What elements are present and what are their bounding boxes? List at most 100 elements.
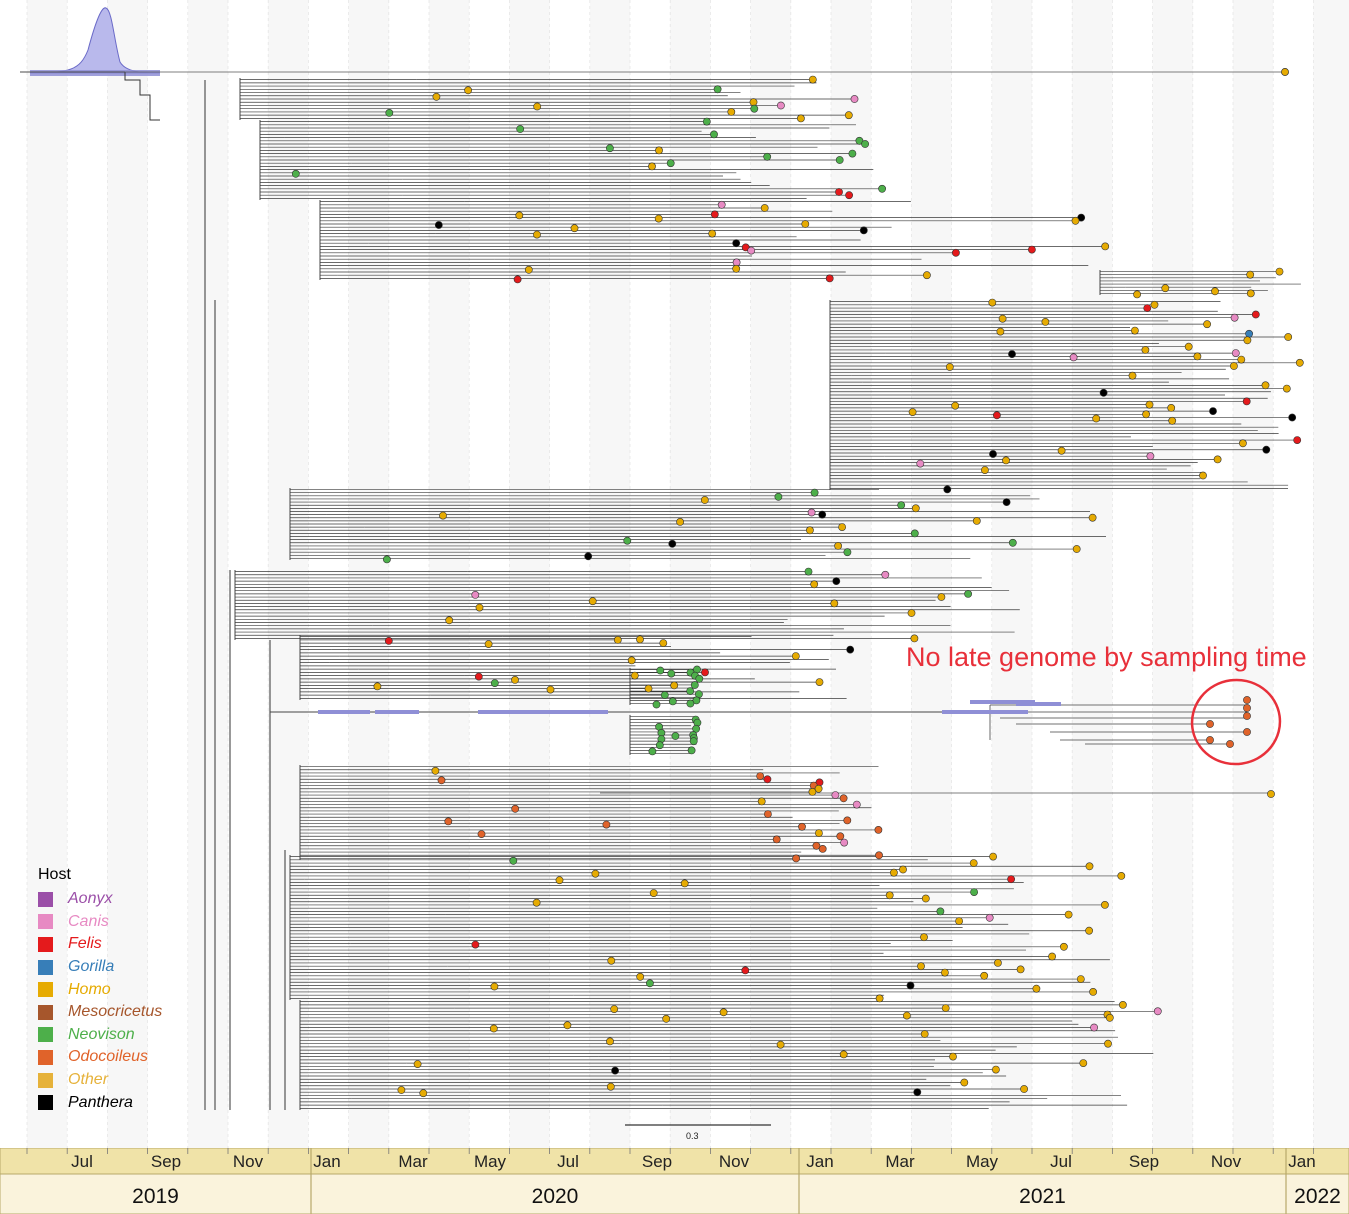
root-date-density: [29, 7, 161, 76]
tip-point: [610, 1005, 619, 1013]
tip-point: [524, 265, 533, 274]
legend-label: Other: [68, 1071, 109, 1089]
tip-point: [649, 889, 658, 897]
tip-point: [1230, 362, 1238, 370]
tip-point: [1288, 413, 1297, 422]
tip-point: [659, 639, 668, 647]
month-label: Jan: [806, 1152, 833, 1171]
tip-point: [1057, 446, 1066, 455]
year-band: [0, 1173, 1349, 1214]
month-label: Jul: [557, 1152, 579, 1171]
grid-band: [27, 0, 68, 1148]
grid-band: [1152, 0, 1193, 1148]
tip-point: [546, 685, 555, 694]
year-label: 2019: [132, 1185, 179, 1208]
tip-point: [1243, 712, 1251, 720]
legend-swatch: [38, 982, 53, 998]
tip-point: [692, 696, 701, 705]
tip-point: [992, 1065, 1000, 1074]
tip-point: [710, 130, 718, 139]
tip-point: [941, 1004, 950, 1012]
legend-label: Neovison: [68, 1025, 135, 1043]
tip-point: [836, 832, 845, 841]
tip-point: [432, 92, 441, 101]
tip-point: [533, 230, 541, 239]
legend-item-felis: Felis: [38, 933, 162, 956]
legend-swatch: [38, 1095, 53, 1111]
tip-point: [981, 466, 989, 474]
tip-point: [708, 229, 717, 238]
tip-point: [1101, 901, 1109, 909]
tip-point: [969, 859, 978, 867]
tip-point: [846, 645, 855, 654]
tip-point: [570, 224, 579, 233]
tip-point: [911, 504, 920, 513]
grid-band: [107, 0, 148, 1148]
tip-point: [1089, 988, 1097, 996]
tip-point: [1141, 345, 1150, 354]
tip-point: [916, 459, 925, 468]
tip-point: [910, 634, 919, 643]
tip-point: [815, 829, 823, 837]
tip-point: [951, 401, 960, 410]
legend-swatch: [38, 1004, 53, 1020]
tip-point: [648, 747, 657, 756]
tip-point: [808, 788, 817, 796]
tip-point: [1072, 545, 1081, 553]
tip-point: [474, 672, 483, 681]
tip-point: [655, 741, 664, 750]
tip-point: [1267, 790, 1275, 798]
legend-label: Panthera: [68, 1093, 133, 1111]
tip-point: [555, 876, 564, 885]
legend-label: Felis: [68, 935, 102, 953]
tip-point: [1119, 1001, 1127, 1009]
tip-point: [475, 603, 484, 612]
tip-point: [741, 966, 750, 975]
tip-point: [756, 772, 765, 780]
tip-point: [875, 851, 883, 860]
tip-point: [1239, 439, 1247, 448]
tip-point: [1167, 403, 1176, 412]
tip-point: [1032, 984, 1041, 993]
tip-point: [431, 766, 440, 775]
tip-point: [668, 697, 677, 706]
tip-point: [830, 599, 839, 608]
tip-point: [835, 156, 844, 164]
phylogenetic-tree: [20, 0, 1314, 1148]
tip-point: [662, 1014, 671, 1023]
month-label: Mar: [885, 1152, 915, 1171]
legend-swatch: [38, 1072, 53, 1088]
tip-point: [533, 102, 542, 111]
tip-point: [920, 1030, 929, 1038]
tip-point: [1153, 1007, 1162, 1016]
tip-point: [1243, 336, 1252, 345]
tip-point: [1146, 452, 1155, 461]
tip-point: [776, 1040, 785, 1049]
tip-point: [757, 797, 766, 806]
tip-point: [1128, 371, 1137, 380]
tip-point: [613, 636, 622, 644]
late-clade-branches: [989, 704, 1247, 745]
tip-point: [732, 264, 741, 273]
tip-point: [838, 523, 846, 531]
tip-point: [750, 104, 759, 113]
tip-point: [1085, 862, 1094, 871]
tip-point: [1262, 445, 1271, 454]
tip-point: [655, 146, 663, 155]
tip-point: [636, 635, 644, 644]
tip-point: [373, 682, 382, 691]
tip-point: [1145, 400, 1154, 409]
legend-item-mesocricetus: Mesocricetus: [38, 1001, 162, 1024]
tip-point: [840, 838, 849, 847]
tip-point: [627, 656, 636, 665]
tip-point: [717, 200, 726, 209]
legend-swatch: [38, 959, 53, 975]
tip-point: [515, 211, 524, 220]
tip-point: [835, 188, 843, 196]
tip-point: [1231, 349, 1240, 357]
tip-point: [611, 1066, 619, 1075]
tip-point: [636, 972, 645, 981]
host-legend: Host Aonyx Canis Felis Gorilla Homo Mesocrice…: [38, 866, 162, 1114]
month-label: Jul: [71, 1152, 93, 1171]
hpd-bar: [990, 710, 1028, 714]
